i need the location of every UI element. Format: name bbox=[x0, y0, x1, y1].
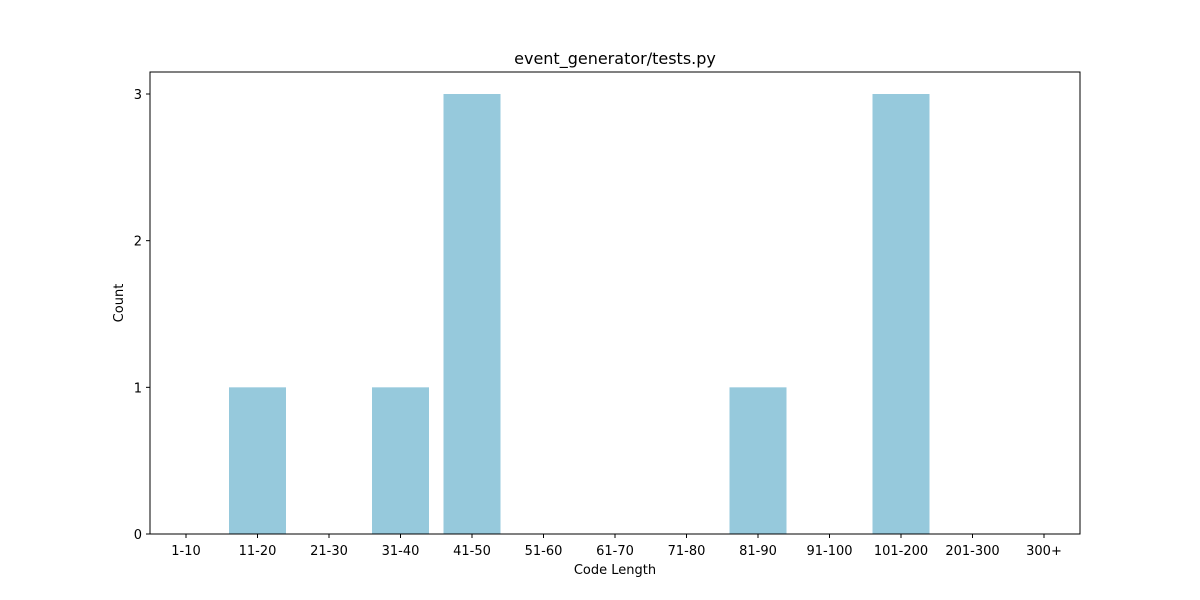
x-tick-label: 300+ bbox=[1026, 544, 1062, 559]
bar-101-200 bbox=[872, 94, 930, 534]
x-tick-label: 51-60 bbox=[525, 544, 563, 559]
y-tick-label: 3 bbox=[134, 88, 142, 103]
y-tick-label: 0 bbox=[134, 528, 142, 543]
bars-group bbox=[229, 94, 930, 534]
y-axis-label: Count bbox=[112, 284, 127, 323]
x-tick-label: 1-10 bbox=[171, 544, 201, 559]
x-tick-label: 71-80 bbox=[668, 544, 706, 559]
x-tick-label: 61-70 bbox=[596, 544, 634, 559]
y-tick-label: 1 bbox=[134, 381, 142, 396]
bar-31-40 bbox=[372, 387, 429, 534]
x-tick-label: 21-30 bbox=[310, 544, 348, 559]
bar-81-90 bbox=[729, 387, 787, 534]
y-tick-label: 2 bbox=[134, 235, 142, 250]
x-axis-label: Code Length bbox=[574, 563, 656, 578]
x-axis-ticks: 1-10 11-20 21-30 31-40 41-50 51-60 61-70 71-80 8… bbox=[171, 534, 1062, 559]
plot-area-frame bbox=[149, 71, 1081, 535]
bar-41-50 bbox=[443, 94, 501, 534]
x-tick-label: 81-90 bbox=[739, 544, 777, 559]
x-tick-label: 41-50 bbox=[453, 544, 491, 559]
x-tick-label: 11-20 bbox=[239, 544, 277, 559]
x-tick-label: 91-100 bbox=[806, 544, 852, 559]
x-tick-label: 201-300 bbox=[945, 544, 999, 559]
y-axis-ticks: 0 1 2 3 bbox=[134, 88, 150, 543]
x-tick-label: 31-40 bbox=[382, 544, 420, 559]
x-tick-label: 101-200 bbox=[874, 544, 928, 559]
chart-title: event_generator/tests.py bbox=[514, 49, 716, 69]
bar-11-20 bbox=[229, 387, 286, 534]
